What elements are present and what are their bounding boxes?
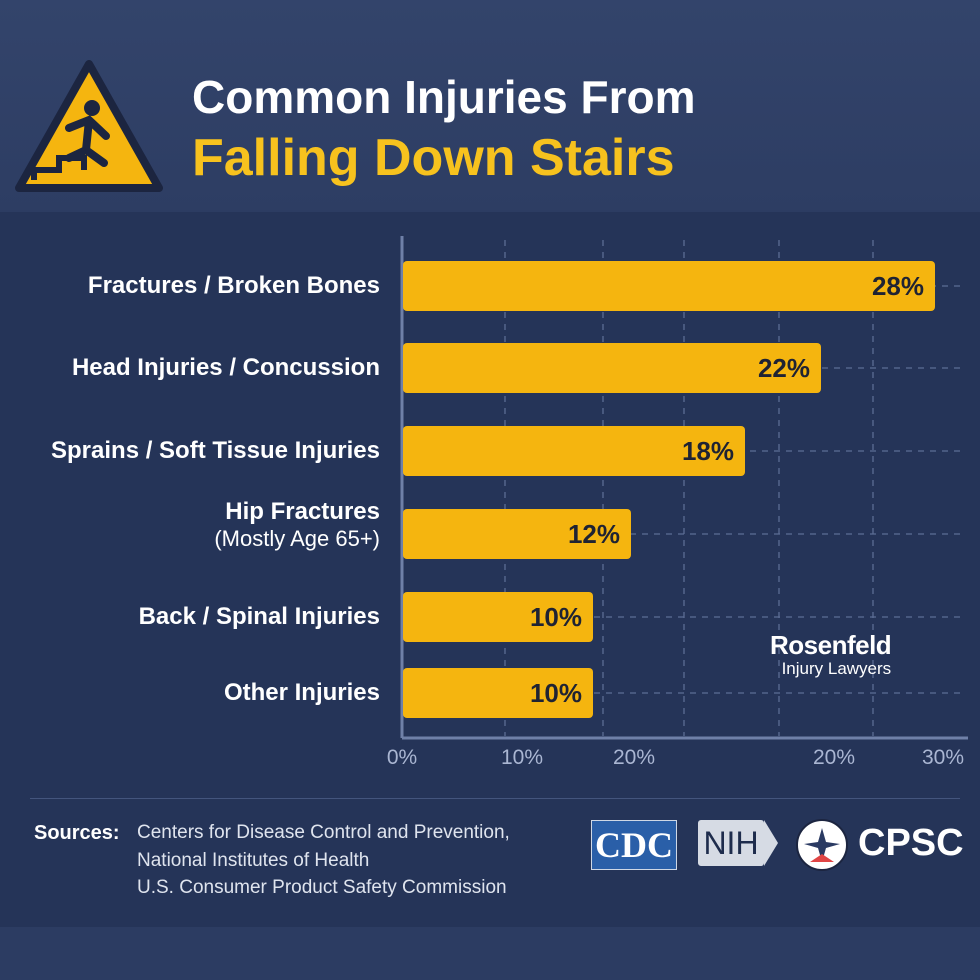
x-tick-label: 30% (922, 746, 964, 769)
category-name: Hip Fractures (225, 498, 380, 525)
x-tick-label: 20% (813, 746, 855, 769)
x-tick-label: 20% (613, 746, 655, 769)
category-subtitle: (Mostly Age 65+) (214, 526, 380, 551)
sources-label: Sources: (34, 822, 120, 844)
category-name: Sprains / Soft Tissue Injuries (51, 437, 380, 464)
cpsc-logo: CPSC (858, 822, 964, 864)
brand-name: Rosenfeld (770, 630, 892, 660)
bar (403, 509, 631, 559)
source-item: Centers for Disease Control and Preventi… (137, 822, 510, 843)
title-line-1: Common Injuries From (192, 71, 696, 123)
divider (30, 798, 960, 799)
data-label: 18% (682, 436, 734, 466)
data-label: 10% (530, 602, 582, 632)
source-item: U.S. Consumer Product Safety Commission (137, 877, 507, 898)
brand-logo: Rosenfeld Injury Lawyers (770, 630, 892, 679)
category-label: Back / Spinal Injuries (139, 603, 380, 631)
category-label: Head Injuries / Concussion (72, 354, 380, 382)
bar (403, 668, 593, 718)
data-label: 12% (568, 519, 620, 549)
data-label: 22% (758, 353, 810, 383)
title-line-2: Falling Down Stairs (192, 129, 675, 187)
cdc-logo: CDC (591, 820, 677, 870)
warning-falling-person-icon (15, 60, 163, 192)
category-label: Fractures / Broken Bones (88, 272, 380, 300)
category-label: Hip Fractures (Mostly Age 65+) (214, 498, 380, 552)
data-label: 10% (530, 678, 582, 708)
bar (403, 426, 745, 476)
bar (403, 261, 935, 311)
source-item: National Institutes of Health (137, 850, 370, 871)
bar (403, 592, 593, 642)
header: Common Injuries From Falling Down Stairs (0, 0, 980, 210)
category-label: Sprains / Soft Tissue Injuries (51, 437, 380, 465)
chart-panel (0, 212, 980, 927)
category-name: Other Injuries (223, 679, 380, 706)
nih-logo: NIH (698, 820, 764, 866)
x-tick-label: 10% (501, 746, 543, 769)
x-tick-label: 0% (387, 746, 417, 769)
category-name: Back / Spinal Injuries (138, 603, 380, 630)
category-label: Other Injuries (224, 679, 380, 707)
category-name: Fractures / Broken Bones (87, 272, 380, 299)
cpsc-seal-icon (796, 819, 848, 871)
bar (403, 343, 821, 393)
nih-arrow-icon (764, 820, 778, 866)
data-label: 28% (872, 271, 924, 301)
brand-tagline: Injury Lawyers (781, 659, 892, 678)
category-name: Head Injuries / Concussion (71, 354, 380, 381)
